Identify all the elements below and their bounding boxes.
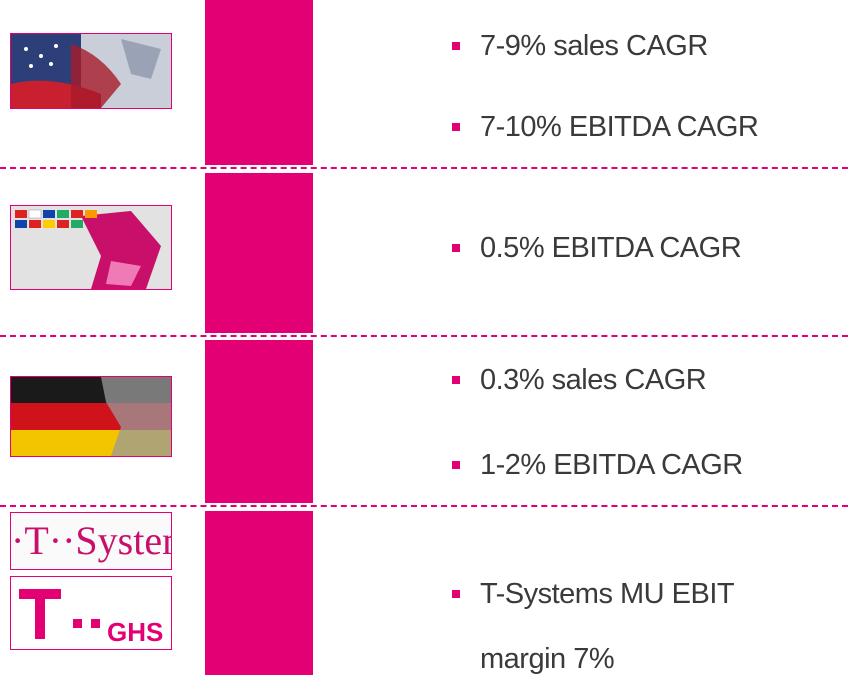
magenta-bar: [205, 0, 313, 165]
bullet: T-Systems MU EBIT margin 7%: [480, 562, 780, 692]
bullet: 1-2% EBITDA CAGR: [480, 433, 810, 498]
slide: ·T··Systems· GHS 7-9% sales CAGR 7-10% E…: [0, 0, 848, 675]
bullet: 7-10% EBITDA CAGR: [480, 95, 810, 160]
separator: [0, 167, 848, 169]
magenta-bar: [205, 173, 313, 333]
separator: [0, 335, 848, 337]
bullet: 7-9% sales CAGR: [480, 14, 810, 79]
ghs-text: GHS: [107, 617, 163, 648]
t-systems-logo: ·T··Systems·: [10, 512, 172, 570]
usa-flag-image: [10, 33, 172, 109]
bullet: 0.5% EBITDA CAGR: [480, 216, 810, 281]
separator: [0, 505, 848, 507]
ghs-logo: GHS: [10, 576, 172, 650]
germany-flag-image: [10, 376, 172, 457]
cee-map-image: [10, 205, 172, 290]
magenta-bar: [205, 340, 313, 503]
magenta-bar: [205, 511, 313, 675]
bullet: 0.3% sales CAGR: [480, 348, 810, 413]
